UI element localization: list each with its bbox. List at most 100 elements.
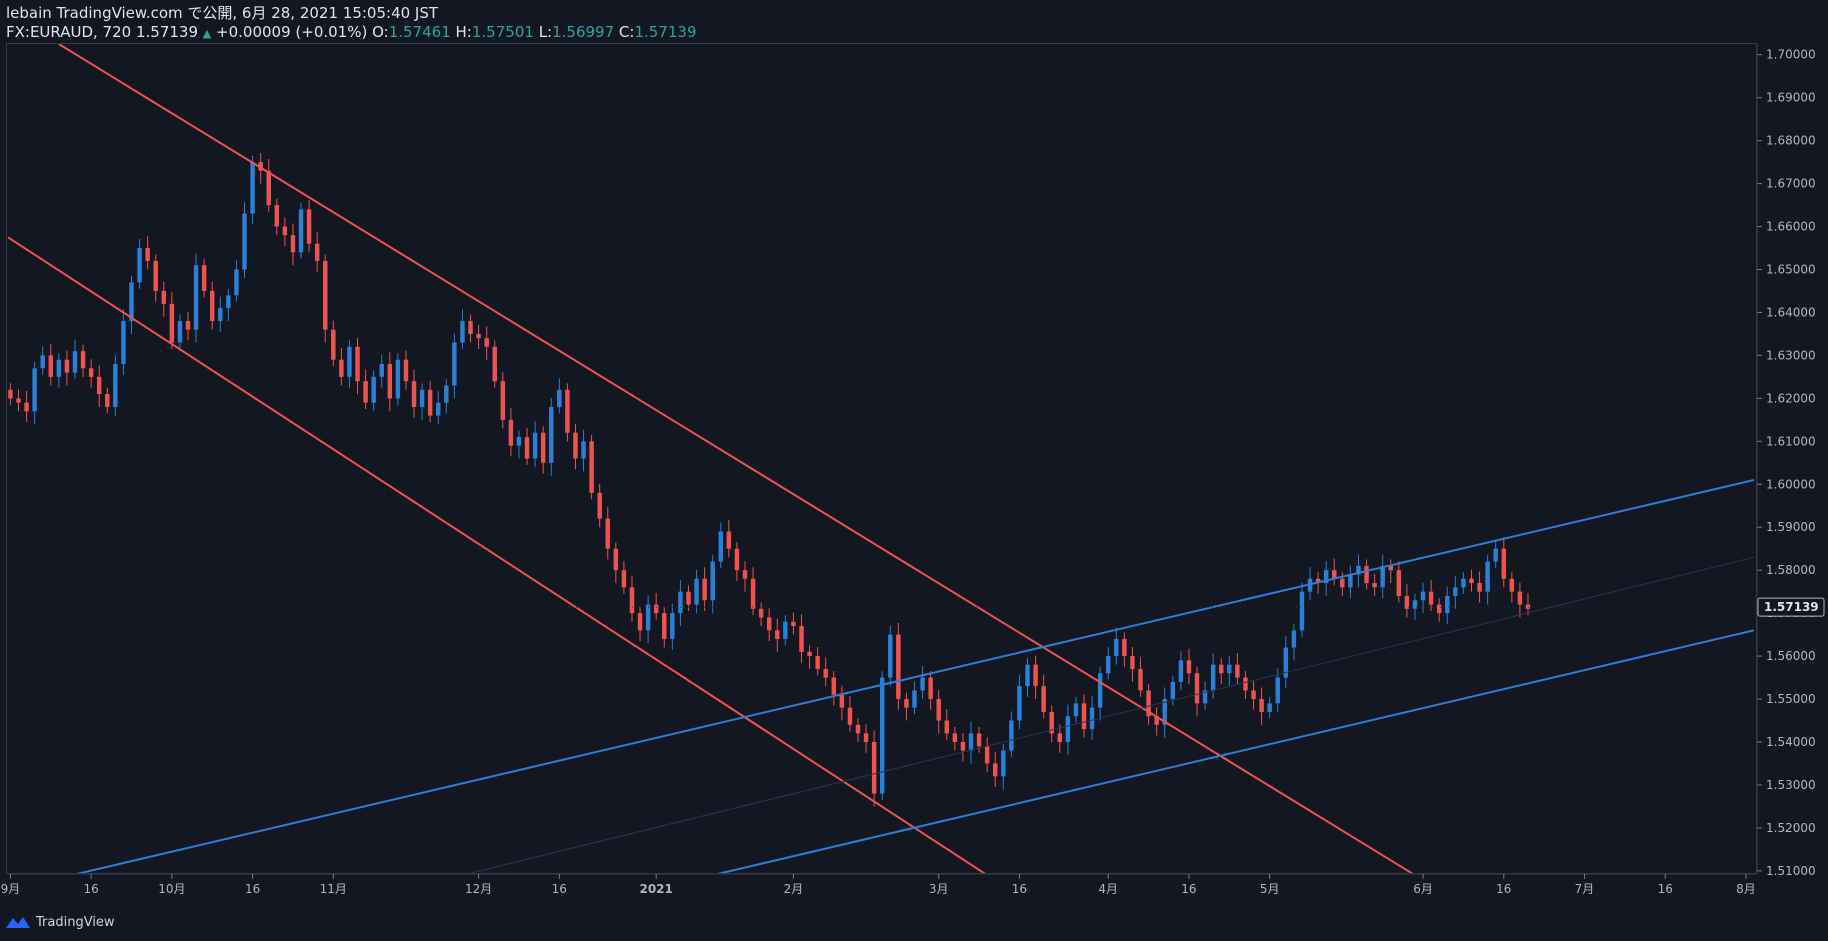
candle-body (565, 389, 570, 433)
price-change: +0.00009 (+0.01%) (216, 23, 368, 41)
candle-body (242, 213, 247, 270)
candle-body (783, 621, 788, 639)
candle-body (791, 621, 796, 627)
candle-body (1396, 570, 1402, 596)
candle-body (1001, 750, 1006, 777)
red-channel-lower-line (8, 236, 986, 873)
price-tick-label: 1.54000 (1766, 735, 1816, 749)
candle-body (686, 591, 691, 605)
candle-body (436, 402, 441, 416)
candle-body (121, 321, 126, 365)
time-tick-label: 8月 (1736, 882, 1756, 896)
candle-body (298, 209, 304, 253)
candle-body (427, 389, 433, 416)
time-tick-label: 9月 (1, 882, 21, 896)
high-label: H: (455, 23, 472, 41)
time-tick-label: 16 (1496, 882, 1511, 896)
price-tick-label: 1.56000 (1766, 649, 1816, 663)
price-chart[interactable]: 1.70000 1.69000 1.68000 1.67000 1.66000 1.650… (0, 0, 1828, 912)
candle-body (290, 235, 296, 253)
candle-body (678, 591, 683, 614)
up-arrow-icon: ▲ (202, 27, 212, 40)
candle-body (1089, 707, 1095, 730)
candle-body (847, 707, 853, 725)
candle-body (48, 355, 54, 377)
candle-body (815, 656, 820, 669)
candle-body (758, 608, 764, 618)
candle-body (1348, 574, 1353, 588)
candle-body (1243, 677, 1248, 691)
close-label: C: (618, 23, 635, 41)
candle-body (1235, 664, 1240, 678)
candle-body (355, 346, 360, 382)
candle-body (662, 613, 667, 639)
brand-label: TradingView (36, 914, 115, 930)
candle-body (500, 381, 506, 420)
candle-body (1436, 604, 1442, 614)
candle-body (1315, 578, 1321, 584)
candle-body (1154, 716, 1159, 725)
candle-body (1049, 711, 1054, 734)
candle-body (476, 333, 481, 339)
price-tick-label: 1.69000 (1766, 91, 1816, 105)
candle-body (871, 741, 877, 794)
candle-body (1106, 656, 1111, 674)
candle-body (16, 398, 21, 403)
candle-body (371, 376, 376, 403)
symbol-label: FX:EURAUD, 720 (6, 23, 132, 41)
candle-body (468, 321, 473, 334)
time-tick-label: 5月 (1260, 882, 1280, 896)
candle-body (258, 162, 263, 171)
candle-body (387, 364, 393, 399)
candle-body (952, 733, 958, 742)
candle-body (888, 634, 893, 678)
candle-body (210, 290, 215, 322)
candle-body (8, 389, 13, 399)
price-axis[interactable]: 1.70000 1.69000 1.68000 1.67000 1.66000 1.650… (1756, 44, 1816, 878)
candle-body (129, 282, 134, 322)
time-tick-label: 16 (1658, 882, 1673, 896)
blue-channel-upper-line (76, 479, 1754, 873)
candle-body (323, 260, 328, 330)
candle-body (1525, 604, 1531, 609)
candle-body (879, 677, 885, 794)
candle-body (1453, 587, 1458, 596)
candle-body (912, 690, 917, 708)
price-tick-label: 1.67000 (1766, 177, 1816, 191)
candle-body (1130, 656, 1135, 669)
candle-body (1194, 673, 1200, 704)
candle-body (1283, 647, 1289, 678)
last-price-label: 1.57139 (1764, 600, 1819, 614)
last-price-tag (1757, 597, 1825, 617)
candle-body (347, 346, 352, 377)
candle-body (24, 402, 29, 412)
candle-body (1445, 595, 1450, 614)
candle-body (1332, 570, 1337, 579)
candle-body (64, 359, 70, 373)
time-tick-label: 2021 (639, 882, 672, 896)
candle-body (379, 364, 384, 377)
candle-body (1517, 591, 1523, 605)
candle-body (153, 260, 158, 291)
candle-body (1178, 660, 1184, 682)
time-axis[interactable]: 9月 16 10月 16 11月 12月 16 2021 2月 3月 16 4月 16 5月 6月 16 7月 1… (1, 873, 1757, 896)
price-tick-label: 1.51000 (1766, 864, 1816, 878)
price-tick-label: 1.58000 (1766, 563, 1816, 577)
candle-body (742, 570, 748, 579)
candle-body (1388, 565, 1393, 571)
candle-body (637, 613, 643, 631)
candle-body (581, 441, 586, 459)
candle-body (936, 699, 941, 721)
candle-body (557, 389, 562, 407)
candle-body (855, 724, 861, 734)
candle-body (201, 265, 207, 291)
candle-body (750, 578, 756, 609)
open-value: 1.57461 (388, 23, 451, 41)
candle-body (1170, 681, 1176, 700)
candle-body (161, 290, 167, 304)
candle-body (306, 209, 312, 244)
candle-body (395, 359, 401, 399)
time-tick-label: 16 (552, 882, 567, 896)
candle-body (403, 359, 409, 382)
candle-body (718, 531, 723, 562)
